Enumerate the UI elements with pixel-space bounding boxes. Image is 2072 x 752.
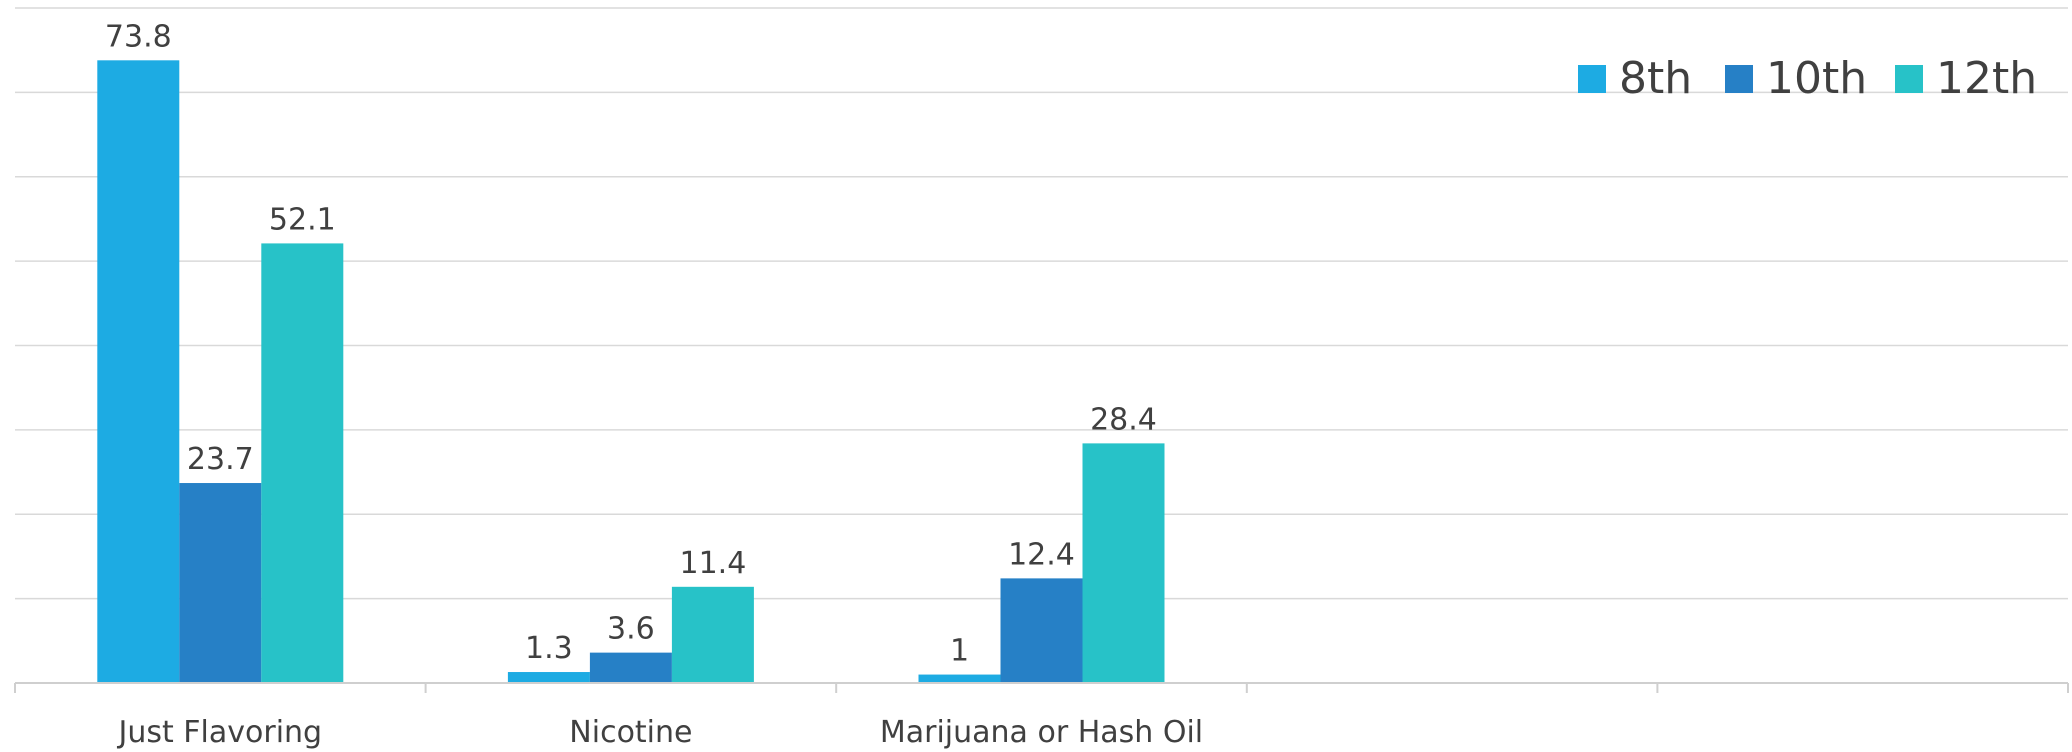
legend-swatch-12th — [1895, 65, 1923, 93]
bar-12th-0 — [261, 243, 344, 683]
category-label: Nicotine — [569, 715, 692, 750]
data-label: 12.4 — [1008, 537, 1075, 572]
legend-swatch-10th — [1725, 65, 1753, 93]
category-label: Just Flavoring — [116, 715, 322, 750]
legend-label-12th: 12th — [1936, 53, 2037, 104]
data-label: 73.8 — [105, 19, 172, 54]
bar-8th-0 — [97, 60, 180, 683]
data-label: 1.3 — [525, 631, 573, 666]
data-label: 11.4 — [680, 546, 747, 581]
category-label: Marijuana or Hash Oil — [880, 715, 1203, 750]
bar-10th-1 — [589, 652, 672, 683]
legend-swatch-8th — [1578, 65, 1606, 93]
data-label: 28.4 — [1090, 402, 1157, 437]
legend-label-10th: 10th — [1766, 53, 1867, 104]
data-label: 1 — [950, 634, 969, 669]
data-label: 3.6 — [607, 612, 655, 647]
bar-8th-1 — [507, 672, 590, 683]
bar-12th-2 — [1082, 443, 1165, 683]
data-label: 23.7 — [187, 442, 254, 477]
x-axis: Just Flavoring Nicotine Marijuana or Hash … — [14, 682, 2069, 750]
data-labels: 73.8 1.3 1 23.7 3.6 12.4 52.1 11.4 28.4 — [105, 19, 1157, 668]
gridlines — [15, 7, 2068, 600]
data-label: 52.1 — [269, 202, 336, 237]
bar-10th-2 — [1000, 578, 1083, 683]
legend: 8th 10th 12th — [1578, 53, 2037, 104]
bar-10th-0 — [179, 483, 262, 683]
bar-12th-1 — [671, 586, 754, 683]
bars — [97, 60, 1165, 683]
legend-label-8th: 8th — [1619, 53, 1692, 104]
bar-8th-2 — [918, 674, 1001, 683]
